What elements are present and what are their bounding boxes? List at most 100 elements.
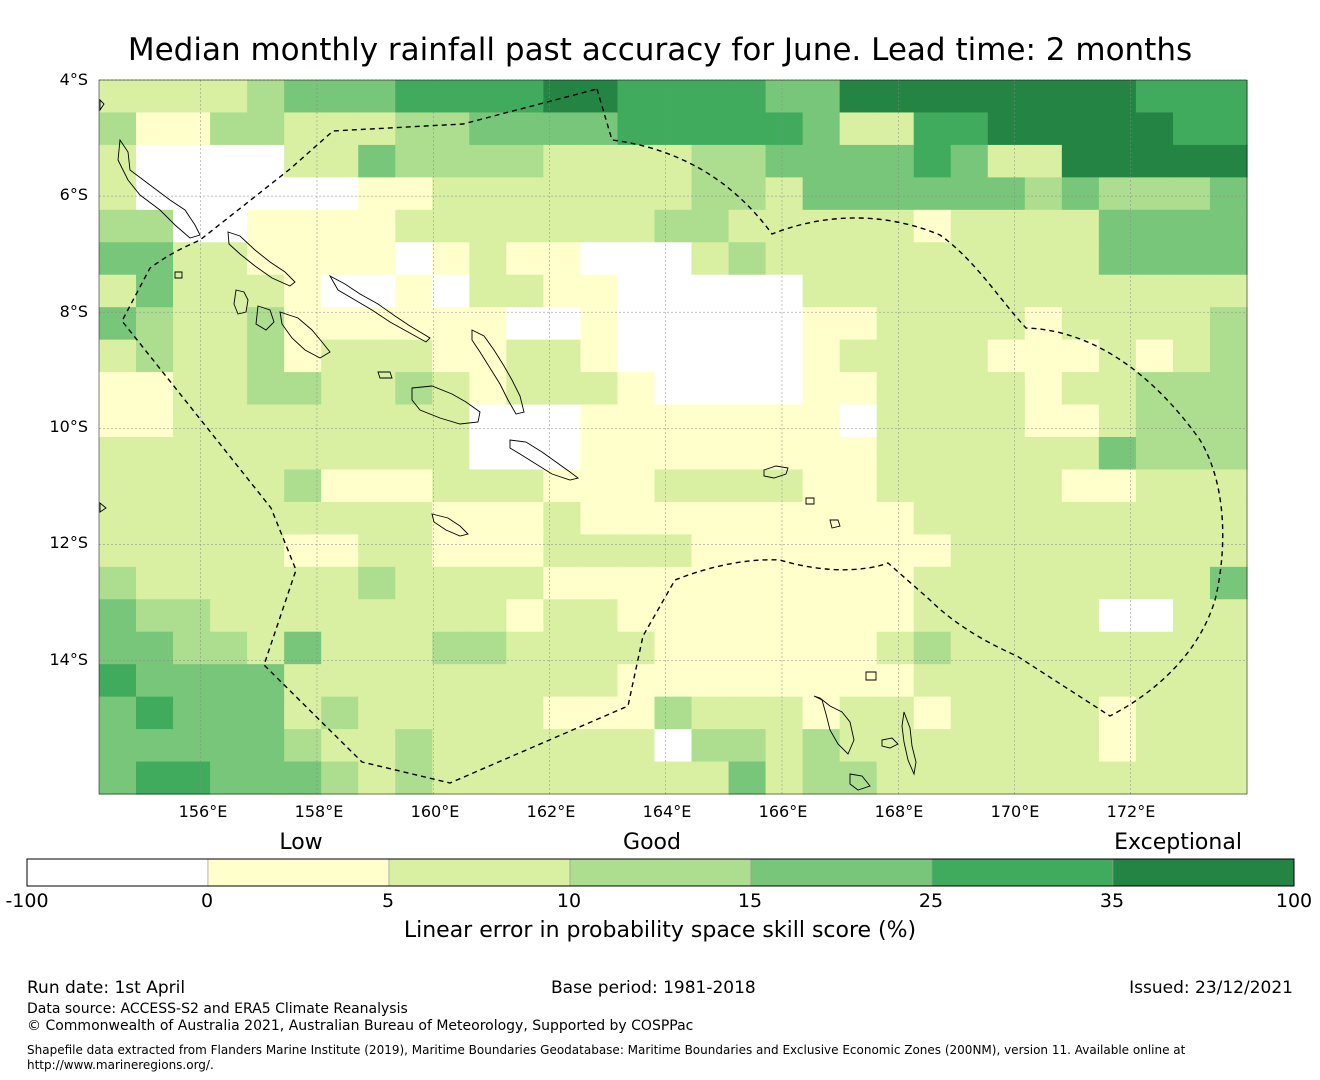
- heatmap-cell: [284, 631, 322, 665]
- heatmap-cell: [210, 177, 248, 211]
- heatmap-cell: [1024, 144, 1063, 178]
- heatmap-cell: [1172, 729, 1211, 763]
- heatmap-cell: [987, 307, 1026, 341]
- heatmap-cell: [506, 242, 544, 276]
- heatmap-cell: [802, 437, 841, 471]
- heatmap-cell: [987, 729, 1026, 763]
- heatmap-cell: [432, 144, 470, 178]
- heatmap-cell: [654, 437, 693, 471]
- heatmap-cell: [173, 209, 211, 243]
- heatmap-cell: [99, 209, 137, 243]
- heatmap-cell: [136, 599, 174, 633]
- heatmap-cell: [802, 501, 841, 535]
- heatmap-cell: [173, 534, 211, 568]
- lon-label: 160°E: [410, 802, 460, 821]
- heatmap-cell: [99, 144, 137, 178]
- heatmap-cell: [802, 307, 841, 341]
- heatmap-cell: [543, 761, 582, 795]
- heatmap-cell: [395, 112, 433, 146]
- heatmap-cell: [173, 307, 211, 341]
- base-period: Base period: 1981-2018: [551, 978, 756, 998]
- heatmap-cell: [654, 274, 693, 308]
- heatmap-cell: [580, 274, 619, 308]
- heatmap-cell: [839, 501, 878, 535]
- heatmap-cell: [432, 761, 470, 795]
- heatmap-cell: [358, 566, 396, 600]
- heatmap-cell: [506, 112, 544, 146]
- heatmap-cell: [691, 372, 730, 406]
- heatmap-cell: [728, 631, 767, 665]
- heatmap-cell: [321, 599, 359, 633]
- heatmap-cell: [543, 566, 582, 600]
- heatmap-cell: [987, 274, 1026, 308]
- heatmap-cell: [1024, 80, 1063, 114]
- heatmap-cell: [1024, 274, 1063, 308]
- heatmap-cell: [136, 729, 174, 763]
- heatmap-cell: [728, 242, 767, 276]
- heatmap-cell: [1135, 729, 1174, 763]
- heatmap-cell: [1135, 631, 1174, 665]
- heatmap-cell: [210, 112, 248, 146]
- colorbar-tick: 5: [381, 890, 395, 912]
- heatmap-cell: [173, 242, 211, 276]
- heatmap-cell: [247, 339, 285, 373]
- heatmap-cell: [99, 534, 137, 568]
- heatmap-cell: [1098, 177, 1137, 211]
- heatmap-cell: [617, 372, 656, 406]
- shapefile-credit: Shapefile data extracted from Flanders M…: [27, 1043, 1186, 1057]
- heatmap-cell: [210, 664, 248, 698]
- heatmap-cell: [950, 144, 989, 178]
- heatmap-cell: [987, 339, 1026, 373]
- heatmap-cell: [1024, 307, 1063, 341]
- heatmap-cell: [432, 177, 470, 211]
- heatmap-cell: [543, 534, 582, 568]
- heatmap-cell: [358, 729, 396, 763]
- heatmap-cell: [580, 501, 619, 535]
- heatmap-cell: [1172, 112, 1211, 146]
- heatmap-cell: [469, 372, 507, 406]
- heatmap-cell: [691, 80, 730, 114]
- heatmap-cell: [358, 177, 396, 211]
- island-coastlines: [99, 98, 917, 791]
- heatmap-cell: [1061, 144, 1100, 178]
- heatmap-cell: [654, 307, 693, 341]
- heatmap-cell: [876, 177, 915, 211]
- heatmap-cell: [617, 112, 656, 146]
- heatmap-cell: [950, 404, 989, 438]
- colorbar-tick: 35: [1099, 890, 1125, 912]
- heatmap-cell: [395, 437, 433, 471]
- heatmap-cell: [358, 469, 396, 503]
- heatmap-cell: [173, 566, 211, 600]
- heatmap-cell: [765, 144, 804, 178]
- colorbar-tick: -100: [5, 890, 49, 912]
- heatmap-cell: [1209, 242, 1248, 276]
- heatmap-cell: [99, 307, 137, 341]
- heatmap-cell: [839, 144, 878, 178]
- heatmap-cell: [987, 437, 1026, 471]
- heatmap-cell: [580, 761, 619, 795]
- heatmap-cell: [173, 599, 211, 633]
- heatmap-cell: [1098, 501, 1137, 535]
- heatmap-cell: [173, 664, 211, 698]
- heatmap-cell: [987, 534, 1026, 568]
- heatmap-cell: [136, 339, 174, 373]
- heatmap-cell: [913, 404, 952, 438]
- heatmap-cell: [358, 144, 396, 178]
- heatmap-cell: [617, 437, 656, 471]
- heatmap-cell: [913, 144, 952, 178]
- heatmap-cell: [1024, 729, 1063, 763]
- heatmap-cell: [950, 437, 989, 471]
- heatmap-cell: [1024, 404, 1063, 438]
- heatmap-cell: [654, 566, 693, 600]
- island-outline: [509, 439, 580, 481]
- heatmap-cell: [802, 631, 841, 665]
- heatmap-cell: [1135, 469, 1174, 503]
- heatmap-cell: [247, 177, 285, 211]
- heatmap-cell: [876, 534, 915, 568]
- heatmap-cell: [691, 599, 730, 633]
- heatmap-cell: [506, 729, 544, 763]
- heatmap-cell: [1061, 209, 1100, 243]
- heatmap-cell: [802, 664, 841, 698]
- heatmap-cell: [506, 501, 544, 535]
